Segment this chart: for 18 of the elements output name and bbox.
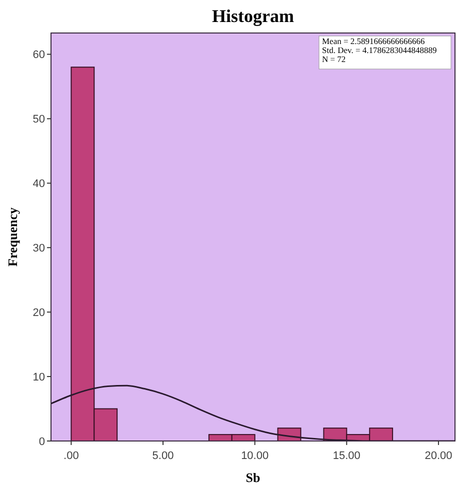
x-tick-label: .00: [64, 450, 79, 462]
x-tick-label: 5.00: [152, 450, 174, 462]
y-tick-label: 20: [32, 306, 45, 319]
y-tick-label: 50: [32, 114, 45, 126]
annotation: Std. Dev. = 4.1786283044848889: [322, 45, 437, 55]
annotation: Mean = 2.5891666666666666: [322, 36, 425, 46]
x-axis-title: Sb: [246, 470, 260, 485]
y-tick-label: 10: [32, 371, 45, 384]
x-tick-label: 20.00: [424, 450, 452, 462]
y-axis-title: Frequency: [5, 207, 20, 266]
y-tick-label: 0: [38, 436, 45, 448]
x-tick-label: 15.00: [332, 450, 360, 462]
annotation: N = 72: [322, 54, 346, 64]
y-tick-label: 30: [32, 242, 45, 254]
x-tick-label: 10.00: [241, 450, 269, 462]
y-tick-label: 60: [32, 49, 45, 62]
y-tick-label: 40: [32, 178, 45, 190]
chart-title: Histogram: [212, 6, 294, 26]
